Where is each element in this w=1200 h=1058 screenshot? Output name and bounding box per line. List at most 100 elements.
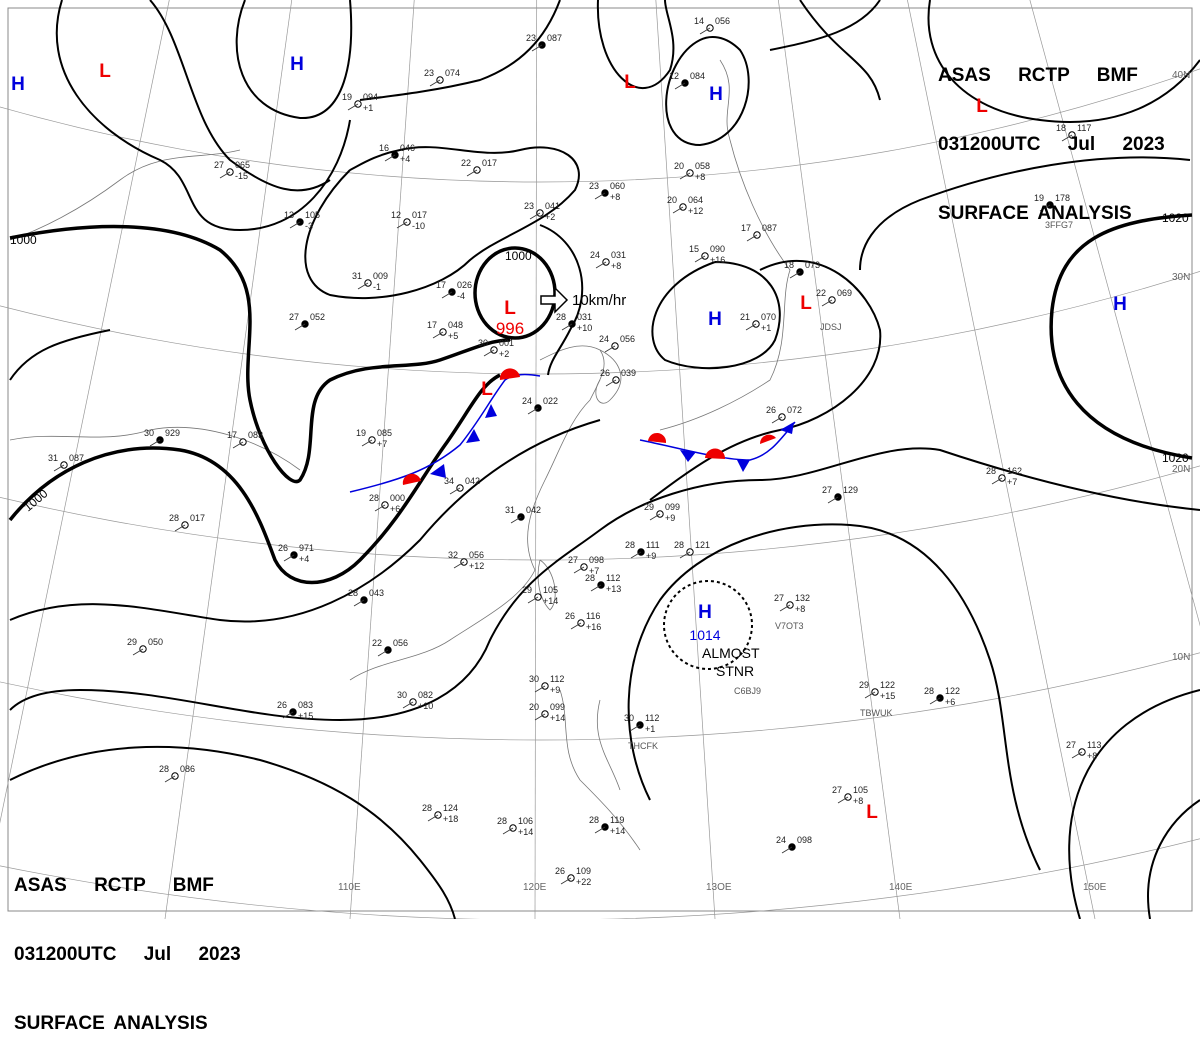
station-temperature: 31 <box>352 271 362 281</box>
station-temperature: 24 <box>776 835 786 845</box>
low-pressure-center: L <box>624 72 636 93</box>
station-pressure: 116 <box>586 611 600 621</box>
station-pressure: 087 <box>547 33 562 43</box>
station-pressure: 060 <box>610 181 625 191</box>
station-plot: 27 132+8 <box>774 593 810 614</box>
station-pressure-tendency: -10 <box>412 221 425 231</box>
station-plot: 28 043 <box>348 588 384 607</box>
station-pressure: 112 <box>606 573 620 583</box>
isobar-label: 1020 <box>1162 451 1189 465</box>
wind-barb-icon <box>294 323 306 331</box>
title-line-1: ASAS RCTP BMF <box>938 65 1138 86</box>
isobar <box>596 0 675 90</box>
station-pressure: 083 <box>248 430 263 440</box>
wind-barb-icon <box>529 212 541 220</box>
station-plot: 29 105+14 <box>522 585 558 606</box>
low-pressure-center: L <box>504 298 516 319</box>
lat-lon-grid <box>0 0 1200 919</box>
station-pressure: 039 <box>621 368 636 378</box>
station-pressure-tendency: +1 <box>761 323 771 333</box>
station-pressure: 121 <box>695 540 710 550</box>
wind-barb-icon <box>219 171 231 179</box>
station-pressure: 105 <box>543 585 558 595</box>
station-temperature: 12 <box>391 210 401 220</box>
station-temperature: 31 <box>48 453 58 463</box>
warm-front-semicircle <box>499 368 520 380</box>
station-pressure-tendency: +14 <box>550 713 565 723</box>
station-temperature: 12 <box>669 71 679 81</box>
station-pressure: 122 <box>945 686 960 696</box>
station-plot: 27 105+8 <box>832 785 868 806</box>
station-temperature: 29 <box>522 585 532 595</box>
title-line-3: SURFACE ANALYSIS <box>938 203 1132 224</box>
latitude-label: 10N <box>1172 652 1190 663</box>
meridian <box>0 0 170 824</box>
cold-front-triangle <box>485 404 497 418</box>
station-pressure: 070 <box>761 312 776 322</box>
station-plot: 13 105-3 <box>284 210 320 231</box>
station-plot: 28 122+6 <box>924 686 960 707</box>
isobar-label: 1020 <box>1162 211 1189 225</box>
station-temperature: 27 <box>774 593 784 603</box>
station-plot: 28 162+7 <box>986 466 1022 487</box>
station-pressure-tendency: +22 <box>576 877 591 887</box>
wind-barb-icon <box>604 345 616 353</box>
station-pressure: 000 <box>390 493 405 503</box>
station-temperature: 17 <box>427 320 437 330</box>
station-temperature: 22 <box>816 288 826 298</box>
isobar <box>1147 799 1200 919</box>
station-temperature: 17 <box>227 430 237 440</box>
isobar <box>149 0 331 192</box>
meridian <box>907 0 1096 919</box>
station-pressure-tendency: +8 <box>853 796 863 806</box>
wind-barb-icon <box>531 44 543 52</box>
title-line-2: 031200UTC Jul 2023 <box>938 134 1165 155</box>
station-plot: 19 094+1 <box>342 92 378 113</box>
isobar-label: 1000 <box>10 233 37 247</box>
wind-barb-icon <box>561 323 573 331</box>
station-pressure-tendency: +2 <box>499 349 509 359</box>
longitude-label: 150E <box>1083 882 1107 893</box>
wind-barb-icon <box>384 154 396 162</box>
high-pressure-center: H <box>290 54 304 75</box>
isobar <box>304 146 580 300</box>
station-plot: 28 000+6 <box>369 493 405 514</box>
station-plot: 24 056 <box>599 334 635 353</box>
station-temperature: 23 <box>524 201 534 211</box>
wind-barb-icon <box>283 554 295 562</box>
grid-labels: 110E 120E 13OE 140E 150E 40N 30N 20N 10N <box>338 70 1190 893</box>
station-pressure: 087 <box>69 453 84 463</box>
station-plot: 17 083 <box>227 430 263 449</box>
station-temperature: 23 <box>526 33 536 43</box>
station-temperature: 17 <box>741 223 751 233</box>
station-temperature: 23 <box>424 68 434 78</box>
station-plot: 34 042 <box>444 476 480 495</box>
station-plot: 27 098+7 <box>568 555 604 576</box>
station-plot: 28 086 <box>159 764 195 783</box>
wind-barb-icon <box>674 82 686 90</box>
station-pressure: 086 <box>180 764 195 774</box>
station-pressure: 098 <box>589 555 604 565</box>
high-pressure-center: H <box>708 309 722 330</box>
station-plot: 19 085+7 <box>356 428 392 449</box>
station-pressure: 069 <box>837 288 852 298</box>
low-pressure-center: L <box>866 802 878 823</box>
ship-callsign: C6BJ9 <box>734 686 761 696</box>
station-temperature: 24 <box>599 334 609 344</box>
meridian <box>164 0 293 919</box>
station-pressure-tendency: +8 <box>611 261 621 271</box>
cold-front-triangle <box>680 450 696 462</box>
front-symbols <box>402 368 794 485</box>
station-pressure: 124 <box>443 803 458 813</box>
station-pressure: 031 <box>577 312 592 322</box>
station-temperature: 19 <box>342 92 352 102</box>
isobar <box>359 0 561 101</box>
wind-barb-icon <box>781 846 793 854</box>
station-pressure-tendency: +8 <box>695 172 705 182</box>
station-pressure: 109 <box>576 866 591 876</box>
station-pressure-tendency: +18 <box>443 814 458 824</box>
station-temperature: 26 <box>766 405 776 415</box>
station-pressure-tendency: +8 <box>610 192 620 202</box>
wind-barb-icon <box>594 192 606 200</box>
